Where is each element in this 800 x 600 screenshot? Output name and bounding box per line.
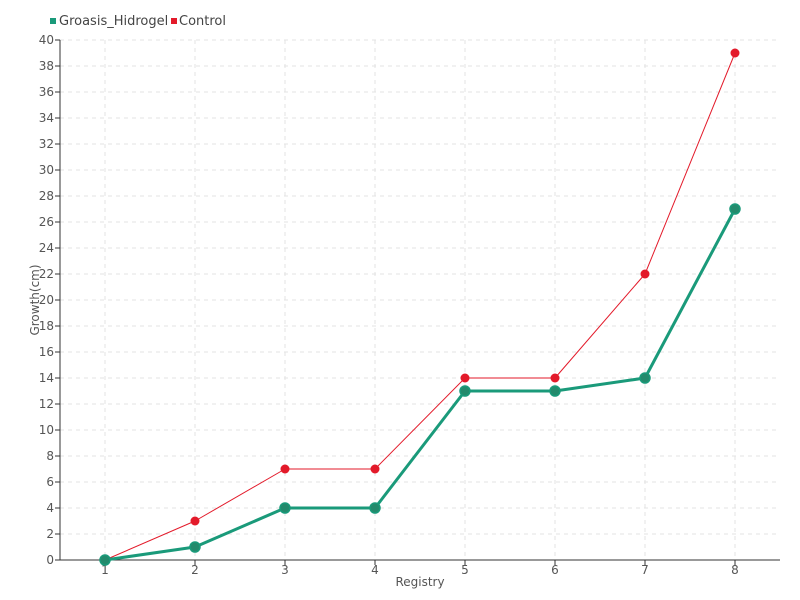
y-tick-label: 14: [39, 371, 54, 385]
x-tick-label: 5: [461, 563, 469, 577]
y-tick-label: 28: [39, 189, 54, 203]
data-point[interactable]: [550, 373, 560, 383]
y-tick-label: 36: [39, 85, 54, 99]
legend-swatch: [171, 18, 177, 24]
series-groasis-hidrogel: [99, 203, 741, 566]
series-line: [104, 52, 736, 561]
x-tick-label: 7: [641, 563, 649, 577]
y-tick-label: 12: [39, 397, 54, 411]
data-point[interactable]: [189, 541, 201, 553]
y-tick-label: 26: [39, 215, 54, 229]
y-tick-label: 6: [46, 475, 54, 489]
series: [99, 48, 741, 566]
legend: Groasis_Hidrogel Control: [50, 14, 226, 29]
data-point[interactable]: [280, 464, 290, 474]
data-point[interactable]: [99, 554, 111, 566]
x-tick-label: 2: [191, 563, 199, 577]
data-point[interactable]: [730, 48, 740, 58]
data-point[interactable]: [369, 502, 381, 514]
data-point[interactable]: [459, 385, 471, 397]
series-control: [100, 48, 740, 565]
x-tick-labels: 1 2 3 4 5 6 7 8: [101, 560, 739, 577]
data-point[interactable]: [460, 373, 470, 383]
data-point[interactable]: [639, 372, 651, 384]
y-tick-label: 30: [39, 163, 54, 177]
y-tick-label: 16: [39, 345, 54, 359]
y-tick-label: 32: [39, 137, 54, 151]
y-tick-label: 0: [46, 553, 54, 567]
x-tick-label: 6: [551, 563, 559, 577]
y-tick-label: 40: [39, 33, 54, 47]
data-point[interactable]: [640, 269, 650, 279]
x-tick-label: 1: [101, 563, 109, 577]
y-tick-label: 22: [39, 267, 54, 281]
data-point[interactable]: [190, 516, 200, 526]
y-axis-title: Growth(cm): [28, 264, 42, 335]
y-tick-label: 24: [39, 241, 54, 255]
data-point[interactable]: [279, 502, 291, 514]
data-point[interactable]: [729, 203, 741, 215]
y-tick-label: 34: [39, 111, 54, 125]
y-tick-label: 10: [39, 423, 54, 437]
y-tick-label: 18: [39, 319, 54, 333]
y-tick-label: 2: [46, 527, 54, 541]
grid-lines: [60, 39, 780, 560]
y-tick-label: 20: [39, 293, 54, 307]
legend-swatch: [50, 18, 56, 24]
legend-item-groasis-hidrogel[interactable]: Groasis_Hidrogel: [50, 14, 168, 29]
series-line: [104, 208, 737, 562]
y-tick-label: 4: [46, 501, 54, 515]
data-point[interactable]: [549, 385, 561, 397]
y-tick-label: 38: [39, 59, 54, 73]
legend-label: Control: [179, 14, 226, 29]
x-tick-label: 3: [281, 563, 289, 577]
data-point[interactable]: [370, 464, 380, 474]
legend-label: Groasis_Hidrogel: [59, 14, 168, 29]
legend-item-control[interactable]: Control: [171, 14, 226, 29]
x-axis-title: Registry: [395, 575, 444, 589]
x-tick-label: 4: [371, 563, 379, 577]
x-tick-label: 8: [731, 563, 739, 577]
y-tick-label: 8: [46, 449, 54, 463]
